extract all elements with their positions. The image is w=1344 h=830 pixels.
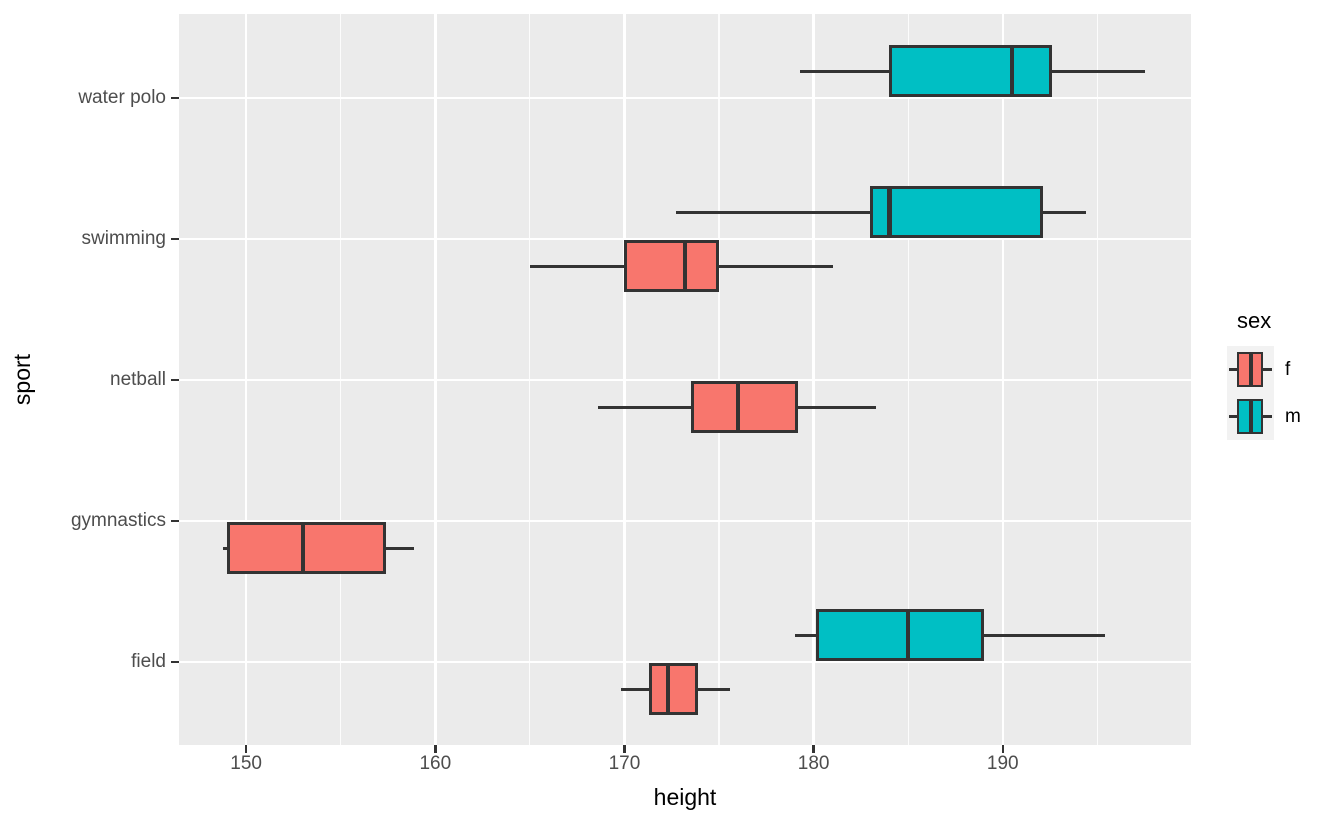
x-tick-mark	[1001, 745, 1005, 753]
y-axis-title: sport	[8, 14, 38, 745]
whisker-lower	[529, 264, 625, 268]
whisker-lower	[597, 405, 691, 409]
x-tick-mark	[623, 745, 626, 753]
x-tick-mark	[434, 745, 437, 753]
whisker-upper	[798, 405, 877, 409]
whisker-lower	[794, 633, 816, 637]
y-tick-mark	[171, 519, 179, 523]
box-swimming-f	[624, 240, 720, 292]
legend-entry-m: m	[1227, 393, 1342, 440]
whisker-upper	[1051, 69, 1145, 73]
whisker-lower	[675, 210, 871, 214]
y-tick-label-gymnastics: gymnastics	[70, 510, 166, 531]
x-tick-label: 160	[419, 753, 452, 774]
whisker-upper	[1042, 210, 1086, 214]
box-netball-f	[690, 381, 799, 433]
y-tick-label-swimming: swimming	[81, 228, 166, 249]
median-line	[905, 612, 911, 658]
median-line	[735, 384, 741, 430]
whisker-lower	[620, 687, 650, 691]
median-line	[1009, 48, 1015, 94]
box-water-polo-m	[889, 45, 1052, 97]
y-axis-title-text: sport	[9, 353, 36, 406]
y-tick-mark	[171, 237, 179, 241]
median-line	[300, 525, 306, 571]
legend-title: sex	[1237, 308, 1272, 333]
x-tick-label: 180	[797, 753, 830, 774]
major-gridline-horizontal	[179, 660, 1191, 664]
whisker-lower	[223, 546, 228, 550]
median-line	[682, 243, 688, 289]
legend-key-f	[1227, 346, 1274, 393]
legend-whisker-left	[1229, 368, 1237, 371]
x-tick-mark	[244, 745, 248, 753]
whisker-upper	[719, 264, 833, 268]
plot-panel	[179, 14, 1191, 745]
x-tick-label: 150	[230, 753, 262, 774]
y-tick-label-water-polo: water polo	[78, 87, 166, 108]
major-gridline-horizontal	[179, 378, 1191, 382]
whisker-lower	[800, 69, 890, 73]
legend-whisker-left	[1229, 415, 1237, 418]
legend-whisker-right	[1263, 415, 1272, 418]
major-gridline-horizontal	[179, 519, 1191, 523]
median-line	[887, 189, 892, 235]
major-gridline-horizontal	[179, 96, 1191, 100]
whisker-upper	[386, 546, 415, 550]
box-gymnastics-f	[227, 522, 387, 574]
x-tick-label: 170	[608, 753, 641, 774]
x-tick-label: 190	[986, 753, 1019, 774]
median-line	[665, 666, 671, 712]
x-axis-title: height	[653, 784, 717, 810]
x-tick-mark	[812, 745, 815, 753]
legend-median-line	[1248, 399, 1253, 434]
y-tick-mark	[171, 378, 179, 382]
legend-median-line	[1248, 352, 1253, 387]
box-swimming-m	[870, 186, 1043, 238]
y-tick-label-field: field	[131, 651, 166, 672]
legend-label-f: f	[1285, 358, 1291, 380]
box-field-f	[649, 663, 699, 715]
legend-entry-f: f	[1227, 346, 1342, 393]
legend-key-m	[1227, 393, 1274, 440]
y-tick-mark	[171, 96, 179, 100]
legend-whisker-right	[1263, 368, 1272, 371]
whisker-upper	[983, 633, 1105, 637]
legend-label-m: m	[1285, 405, 1301, 427]
y-tick-mark	[171, 660, 179, 664]
y-tick-label-netball: netball	[110, 369, 166, 390]
whisker-upper	[698, 687, 731, 691]
major-gridline-horizontal	[179, 237, 1191, 241]
box-field-m	[815, 609, 984, 661]
